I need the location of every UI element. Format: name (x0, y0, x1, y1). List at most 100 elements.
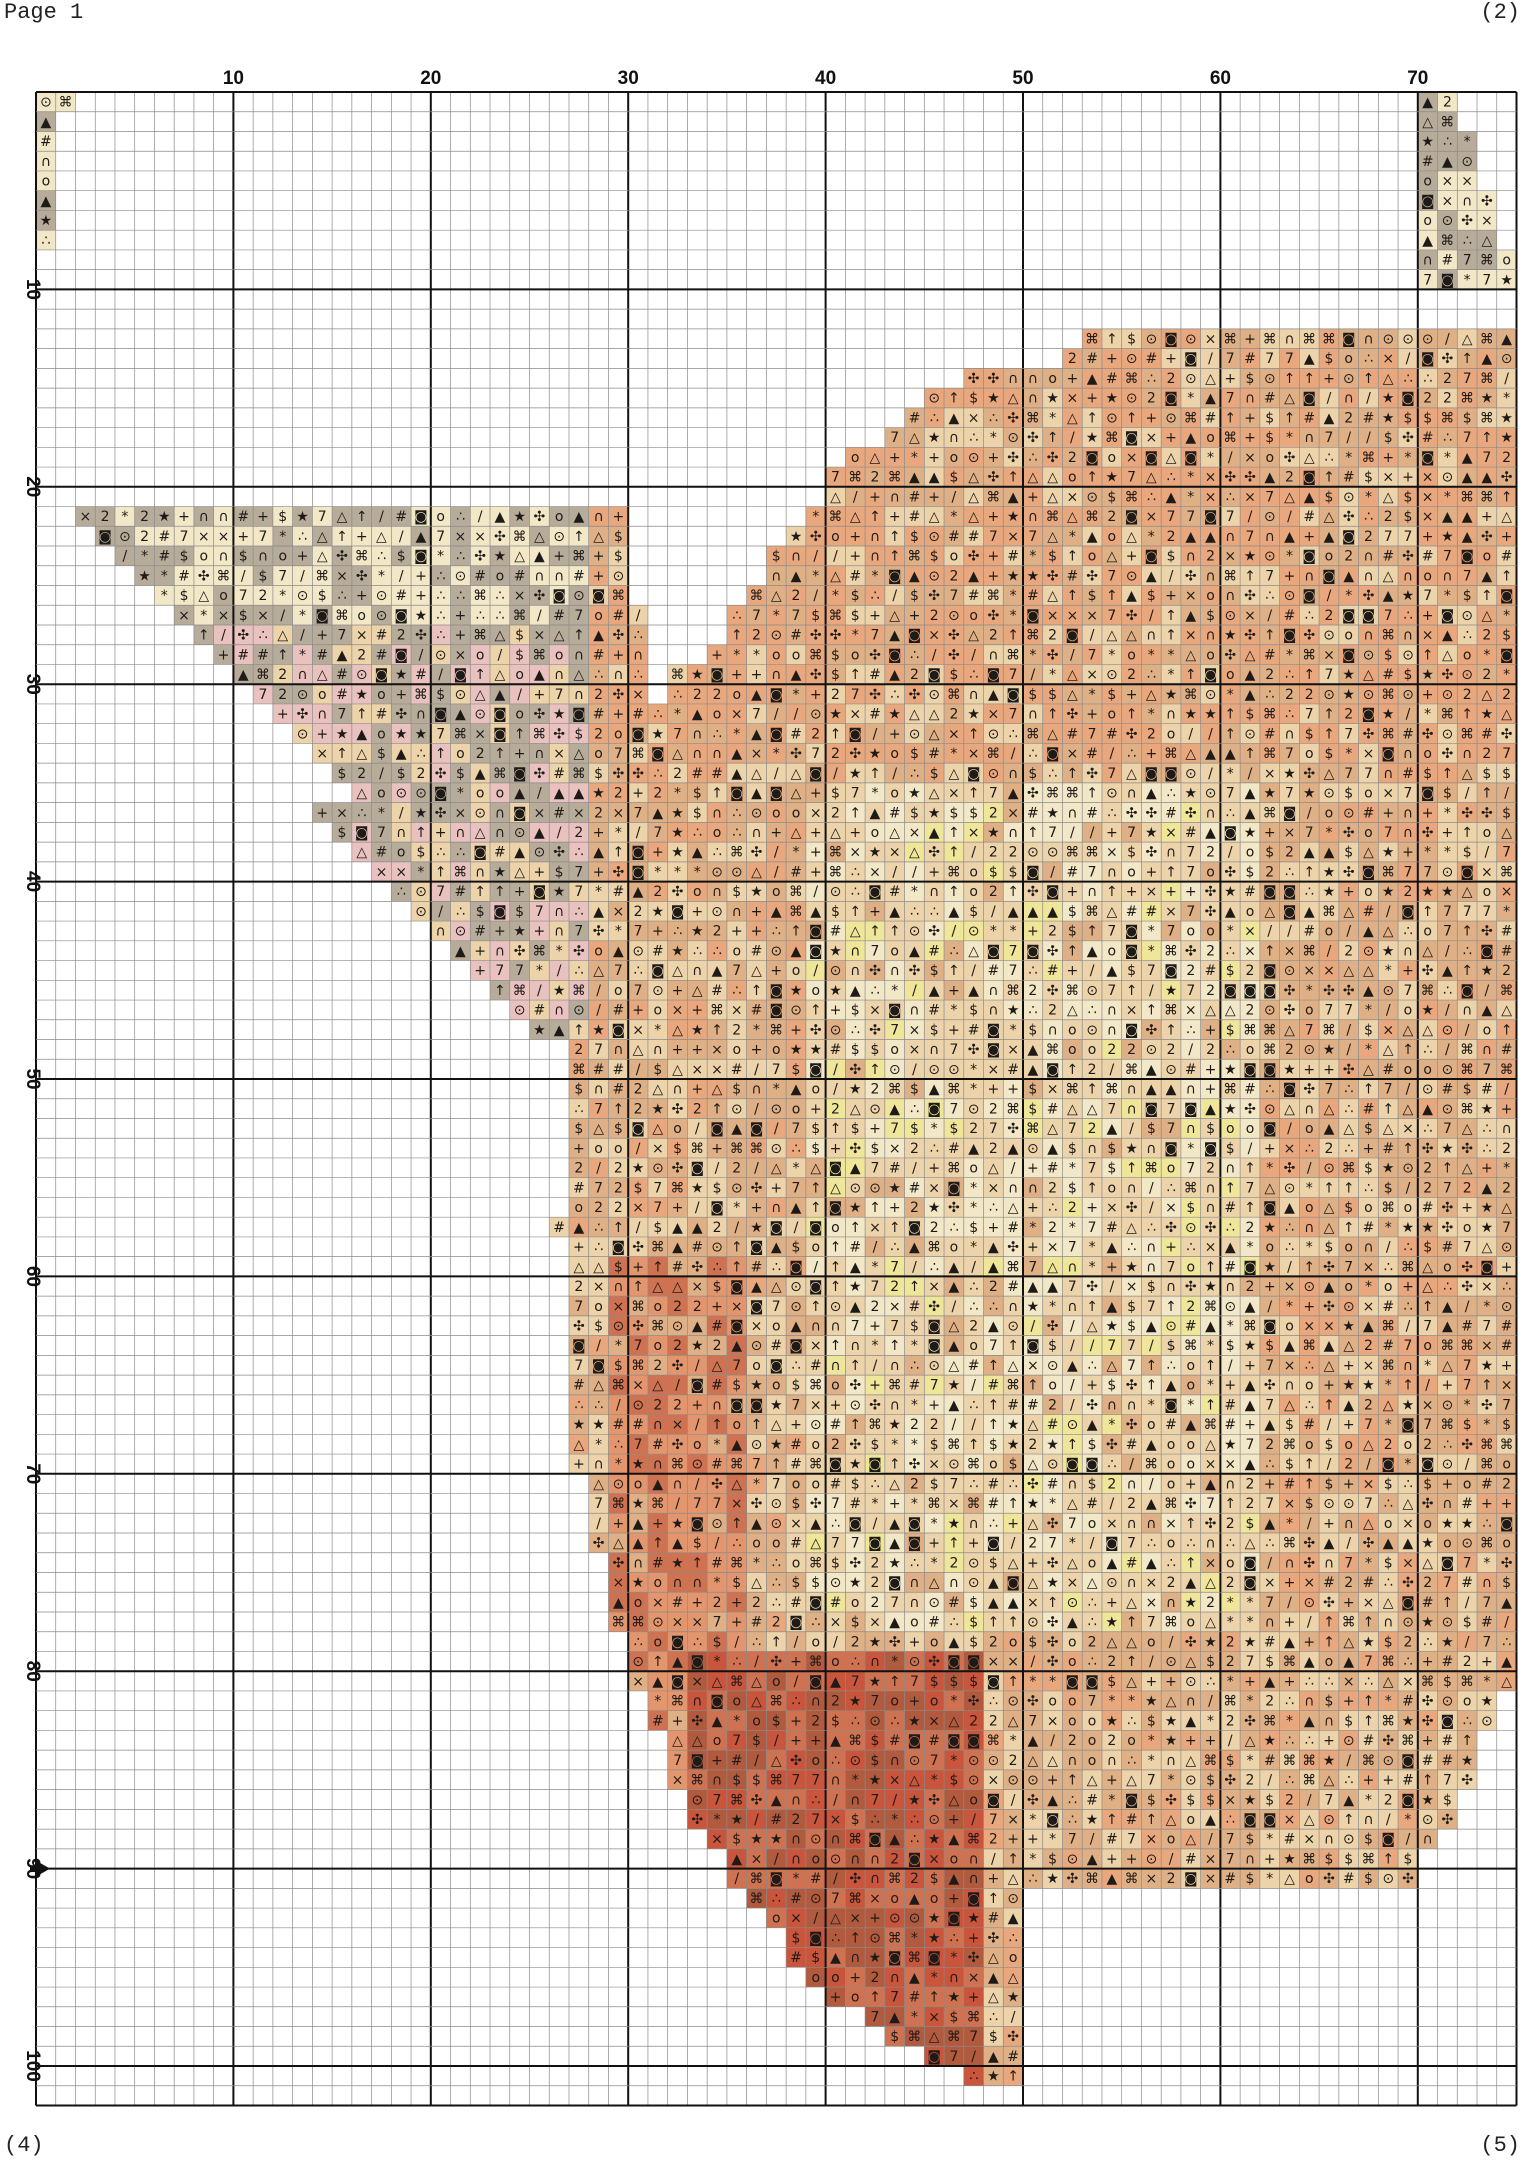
stitch-symbol: △ (1462, 766, 1473, 782)
stitch-symbol: △ (1047, 489, 1058, 505)
stitch-symbol: ▲ (929, 1082, 940, 1098)
stitch-symbol: ✣ (1047, 983, 1059, 999)
stitch-cell (1338, 388, 1359, 408)
stitch-symbol: ◙ (355, 825, 369, 841)
stitch-symbol: 7 (890, 1259, 899, 1275)
stitch-symbol: × (1047, 1240, 1059, 1256)
stitch-symbol: ⌘ (513, 983, 527, 999)
stitch-symbol: ∴ (930, 1141, 939, 1157)
stitch-symbol: ⊙ (297, 687, 309, 703)
stitch-symbol: ▲ (791, 1200, 802, 1216)
stitch-symbol: + (1066, 371, 1078, 387)
stitch-symbol: △ (1462, 1161, 1473, 1177)
stitch-symbol: ★ (671, 805, 684, 821)
stitch-symbol: ⌘ (986, 588, 1000, 604)
stitch-symbol: × (849, 707, 861, 723)
stitch-symbol: ↑ (1165, 608, 1177, 624)
stitch-symbol: △ (870, 450, 881, 466)
stitch-symbol: o (1305, 1200, 1314, 1216)
stitch-cell (1082, 348, 1102, 369)
stitch-symbol: ⊙ (711, 1240, 723, 1256)
stitch-symbol: + (1382, 450, 1394, 466)
stitch-symbol: ★ (1481, 963, 1494, 979)
stitch-symbol: ⌘ (1440, 233, 1454, 249)
stitch-symbol: * (457, 786, 464, 802)
stitch-symbol: ⌘ (256, 667, 270, 683)
stitch-symbol: ◙ (809, 1220, 823, 1236)
stitch-symbol: 7 (1443, 1180, 1452, 1196)
stitch-symbol: # (889, 1161, 901, 1177)
stitch-symbol: 7 (1305, 825, 1314, 841)
stitch-cell (1299, 328, 1320, 349)
stitch-symbol: ▲ (889, 904, 900, 920)
stitch-symbol: ★ (1481, 391, 1494, 407)
stitch-symbol: # (1264, 391, 1276, 407)
stitch-symbol: * (1444, 845, 1451, 861)
stitch-symbol: ★ (987, 825, 1000, 841)
stitch-symbol: ⊙ (1086, 983, 1098, 999)
stitch-symbol: ⊙ (1402, 1161, 1414, 1177)
stitch-symbol: * (970, 1240, 977, 1256)
stitch-symbol: ⊙ (1402, 331, 1414, 347)
stitch-symbol: ◙ (1302, 549, 1316, 565)
stitch-symbol: ↑ (1165, 1022, 1177, 1038)
stitch-symbol: / (300, 568, 305, 584)
stitch-symbol: ⊙ (1284, 1180, 1296, 1196)
stitch-cell (1023, 368, 1043, 389)
stitch-symbol: △ (317, 529, 328, 545)
stitch-symbol: ↑ (1284, 371, 1296, 387)
stitch-symbol: 7 (1502, 1220, 1511, 1236)
stitch-symbol: $ (811, 1141, 820, 1157)
stitch-symbol: ▲ (1106, 963, 1117, 979)
stitch-symbol: + (869, 904, 881, 920)
stitch-symbol: × (711, 1042, 723, 1058)
stitch-symbol: △ (1324, 1200, 1335, 1216)
stitch-symbol: + (1007, 1082, 1019, 1098)
stitch-symbol: / (1287, 924, 1292, 940)
stitch-symbol: ∴ (1482, 1121, 1491, 1137)
stitch-symbol: ∴ (1482, 1141, 1491, 1157)
stitch-symbol: ⊙ (1303, 1042, 1315, 1058)
stitch-symbol: ◙ (1125, 430, 1139, 446)
stitch-symbol: 2 (594, 1200, 603, 1216)
stitch-symbol: △ (376, 529, 387, 545)
stitch-symbol: $ (614, 1121, 623, 1137)
stitch-symbol: # (691, 766, 703, 782)
stitch-symbol: / (1267, 924, 1272, 940)
stitch-symbol: $ (1364, 470, 1373, 486)
stitch-symbol: △ (830, 489, 841, 505)
stitch-symbol: ▲ (337, 647, 348, 663)
stitch-symbol: △ (1363, 963, 1374, 979)
stitch-symbol: $ (278, 509, 287, 525)
stitch-symbol: + (553, 549, 565, 565)
stitch-symbol: 7 (1009, 963, 1018, 979)
stitch-symbol: ⊙ (830, 884, 842, 900)
stitch-symbol: + (889, 509, 901, 525)
stitch-symbol: × (928, 628, 940, 644)
stitch-symbol: ↑ (1461, 825, 1473, 841)
stitch-symbol: # (158, 549, 170, 565)
stitch-symbol: ★ (671, 825, 684, 841)
stitch-symbol: ∩ (1363, 1240, 1373, 1256)
stitch-symbol: ★ (513, 509, 526, 525)
stitch-cell (1457, 368, 1478, 389)
stitch-symbol: ◙ (1263, 1200, 1277, 1216)
stitch-symbol: ★ (553, 707, 566, 723)
stitch-symbol: * (871, 786, 878, 802)
stitch-symbol: × (395, 864, 407, 880)
stitch-symbol: ◙ (1342, 647, 1356, 663)
stitch-symbol: × (257, 608, 269, 624)
stitch-symbol: / (1287, 1121, 1292, 1137)
stitch-symbol: ↑ (1224, 707, 1236, 723)
stitch-symbol: ✣ (1442, 1200, 1454, 1216)
stitch-symbol: o (851, 647, 860, 663)
stitch-cell (1417, 92, 1438, 112)
stitch-symbol: $ (1246, 707, 1255, 723)
stitch-symbol: 7 (653, 825, 662, 841)
stitch-symbol: 7 (1107, 1101, 1116, 1117)
stitch-symbol: 7 (1167, 1101, 1176, 1117)
stitch-symbol: / (1406, 351, 1411, 367)
stitch-symbol: / (1287, 1259, 1292, 1275)
stitch-symbol: ⊙ (1323, 628, 1335, 644)
stitch-symbol: ⌘ (907, 549, 921, 565)
